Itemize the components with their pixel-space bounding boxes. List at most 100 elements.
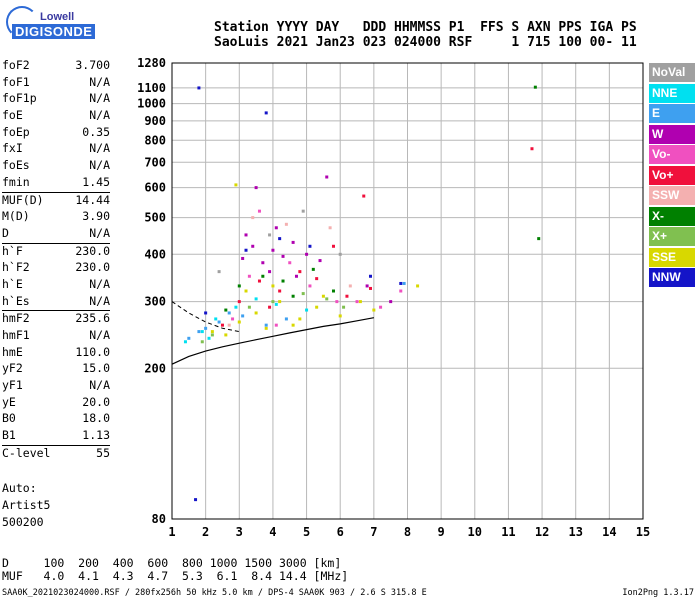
param-value: 55 (96, 445, 110, 460)
x-tick-label: 4 (269, 525, 276, 539)
param-row: fxI N/A (2, 141, 110, 158)
data-point (241, 256, 245, 260)
legend-item: Vo- (649, 145, 695, 165)
scaled-parameters: foF2 3.700 foF1 N/A foF1p N/A foE N/A foEp 0.35 fx… (2, 58, 110, 463)
param-row: M(D) 3.90 (2, 209, 110, 226)
legend-item: X+ (649, 227, 695, 247)
data-point (237, 300, 241, 304)
y-tick-label: 600 (144, 181, 166, 195)
data-point (284, 317, 288, 321)
param-value: N/A (89, 378, 110, 393)
data-point (234, 305, 238, 309)
y-tick-label: 900 (144, 114, 166, 128)
param-value: N/A (89, 108, 110, 123)
param-value: N/A (89, 158, 110, 173)
data-point (321, 294, 325, 298)
param-value: 20.0 (82, 394, 110, 409)
header-line-1: Station YYYY DAY DDD HHMMSS P1 FFS S AXN… (214, 20, 637, 35)
data-point (537, 237, 541, 241)
data-point (308, 284, 312, 288)
x-tick-label: 8 (404, 525, 411, 539)
autoscaling-info: Auto: Artist5 500200 (2, 480, 50, 531)
param-row: foF2 3.700 (2, 58, 110, 75)
param-label: foF1 (2, 74, 30, 89)
param-value: N/A (89, 328, 110, 342)
x-tick-label: 7 (370, 525, 377, 539)
data-point (234, 183, 238, 187)
data-point (261, 274, 265, 278)
footer-file-info: SAA0K_2021023024000.RSF / 280fx256h 50 k… (2, 588, 427, 598)
data-point (217, 270, 221, 274)
logo-digisonde: DIGISONDE (12, 24, 96, 39)
data-point (254, 311, 258, 315)
data-point (335, 300, 339, 304)
data-point (217, 320, 221, 324)
x-tick-label: 6 (337, 525, 344, 539)
param-value: 230.0 (75, 243, 110, 258)
param-label: h`F2 (2, 260, 30, 275)
x-tick-label: 14 (602, 525, 616, 539)
data-point (197, 86, 201, 90)
data-point (264, 323, 268, 327)
data-point (298, 317, 302, 321)
param-label: foF1p (2, 91, 37, 106)
legend-item: NoVal (649, 63, 695, 82)
data-point (372, 308, 376, 312)
data-point (224, 333, 228, 337)
data-point (204, 326, 208, 330)
y-tick-label: 500 (144, 211, 166, 225)
param-row: yF1 N/A (2, 378, 110, 395)
param-label: foEp (2, 124, 30, 139)
data-point (237, 284, 241, 288)
data-point (237, 320, 241, 324)
param-row: foEp 0.35 (2, 125, 110, 142)
data-point (298, 270, 302, 274)
data-point (278, 300, 282, 304)
data-point (291, 240, 295, 244)
param-value: N/A (89, 225, 110, 240)
data-point (416, 284, 420, 288)
data-point (224, 308, 228, 312)
muf-table: D 100 200 400 600 800 1000 1500 3000 [km… (2, 557, 348, 583)
param-row: hmE 110.0 (2, 345, 110, 362)
data-point (257, 279, 261, 283)
param-value: 1.45 (82, 174, 110, 189)
legend-item: NNE (649, 83, 695, 103)
data-point (348, 284, 352, 288)
muf-distance-row: D 100 200 400 600 800 1000 1500 3000 [km… (2, 556, 342, 570)
x-tick-label: 2 (202, 525, 209, 539)
param-value: N/A (89, 91, 110, 106)
param-value: N/A (89, 74, 110, 89)
data-point (244, 289, 248, 293)
param-value: 235.6 (75, 311, 110, 326)
data-point (301, 209, 305, 213)
legend-item: E (649, 104, 695, 124)
data-point (281, 254, 285, 258)
data-point (311, 267, 315, 271)
data-point (241, 314, 245, 318)
data-point (368, 286, 372, 290)
x-tick-label: 10 (468, 525, 482, 539)
data-point (268, 305, 272, 309)
param-row: hmF1 N/A (2, 328, 110, 345)
logo-lowell: Lowell (40, 11, 75, 23)
param-row: hmF2 235.6 (2, 311, 110, 328)
y-tick-label: 700 (144, 155, 166, 169)
data-point (197, 330, 201, 334)
data-point (247, 274, 251, 278)
param-label: hmE (2, 344, 23, 359)
param-label: fmin (2, 174, 30, 189)
data-point (214, 317, 218, 321)
legend-item: SSW (649, 186, 695, 206)
param-label: C-level (2, 445, 51, 460)
param-separator (2, 444, 110, 446)
legend-item: W (649, 124, 695, 144)
data-point (278, 289, 282, 293)
data-point (268, 233, 272, 237)
param-value: 1.13 (82, 428, 110, 443)
param-row: fmin 1.45 (2, 175, 110, 192)
data-point (530, 147, 534, 151)
x-tick-label: 1 (168, 525, 175, 539)
param-value: 3.90 (82, 209, 110, 224)
data-point (399, 281, 403, 285)
